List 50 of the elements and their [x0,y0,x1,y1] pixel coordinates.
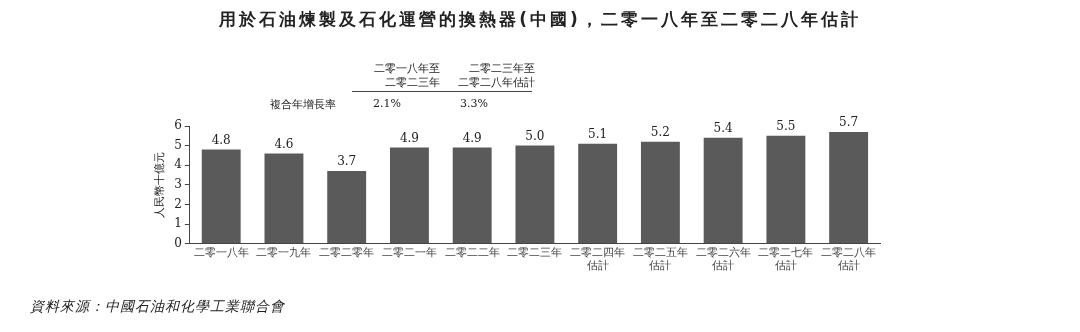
x-tick-label: 二零二七年估計 [758,246,814,273]
bar [703,137,743,244]
text: 二零一八年至 [373,62,440,75]
x-tick-label: 二零二零年 [319,246,375,260]
data-label: 5.7 [839,115,859,130]
source-note: 資料來源：中國石油和化學工業聯合會 [30,298,285,316]
bar [829,131,869,244]
x-tick-label: 二零二四年估計 [570,246,626,273]
data-label: 4.8 [211,132,231,147]
x-tick-label: 二零二六年估計 [695,246,751,273]
y-tick-label: 1 [174,216,182,231]
x-tick-label: 二零二一年 [381,246,437,260]
data-label: 5.1 [588,126,608,141]
bar [327,171,367,244]
data-label: 5.4 [713,120,734,135]
bar [452,147,492,244]
x-tick-label: 二零二三年 [507,246,563,260]
x-tick-label: 二零一八年 [193,246,249,260]
data-label: 5.5 [776,118,796,133]
x-tick-label: 二零二八年估計 [821,246,877,273]
y-tick-label: 4 [174,157,183,172]
text: 2.1% [373,97,401,110]
x-tick-label: 二零二五年估計 [632,246,688,273]
data-label: 5.0 [525,128,545,143]
bar [389,147,429,244]
data-label: 4.9 [399,130,419,145]
text: 二零二三年 [384,76,440,89]
bar [766,135,806,244]
y-tick-label: 6 [174,118,182,133]
bar [515,145,555,244]
bar [201,149,241,244]
data-label: 4.9 [462,130,482,145]
bar [578,143,618,244]
y-axis-title: 人民幣十億元 [153,151,167,218]
text: 二零二三年至 [468,62,535,75]
text: 3.3% [460,97,488,110]
x-tick-label: 二零二二年 [444,246,500,260]
bar [264,153,304,244]
chart-title: 用於石油煉製及石化運營的換熱器(中國)，二零一八年至二零二八年估計 [218,8,862,31]
data-label: 5.2 [650,124,670,139]
text: 二零二八年估計 [457,76,535,89]
text: 複合年增長率 [270,97,336,112]
y-tick-label: 3 [174,176,182,191]
y-tick-label: 0 [174,235,182,250]
y-tick-label: 5 [174,137,182,152]
data-label: 4.6 [274,136,294,151]
x-tick-label: 二零一九年 [256,246,312,260]
data-label: 3.7 [337,154,357,169]
y-tick-label: 2 [174,196,182,211]
bar [640,141,680,244]
